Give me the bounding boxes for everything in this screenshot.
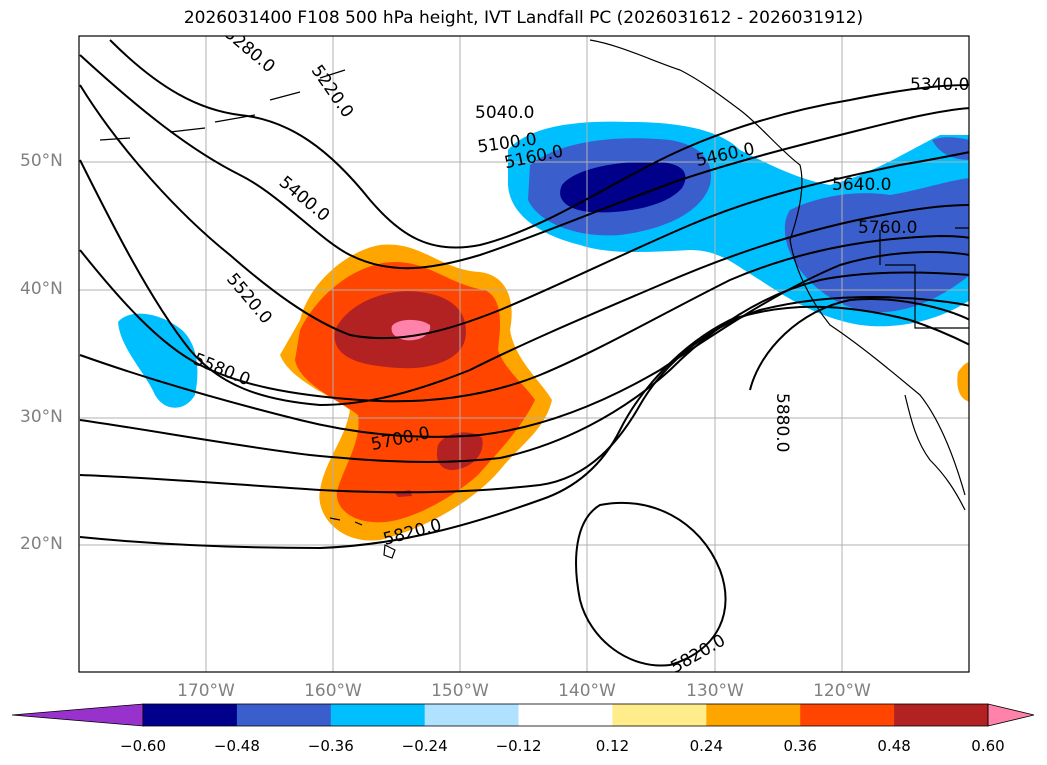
lon-label: 140°W — [558, 681, 616, 701]
height-contours — [79, 39, 969, 667]
colorbar-tick-label: 0.48 — [877, 737, 911, 755]
colorbar-tick-label: −0.24 — [401, 737, 448, 755]
lat-label: 50°N — [20, 151, 63, 171]
colorbar-tick-label: 0.12 — [595, 737, 630, 755]
contour-label: 5880.0 — [772, 393, 792, 452]
lat-label: 30°N — [20, 407, 63, 427]
lon-label: 130°W — [686, 681, 744, 701]
colorbar-segment — [143, 704, 238, 726]
colorbar-segment — [706, 704, 801, 726]
colorbar-tick-label: 0.36 — [783, 737, 817, 755]
colorbar-tick-label: 0.24 — [689, 737, 724, 755]
colorbar-tick-label: −0.60 — [120, 737, 166, 755]
map-border — [78, 35, 970, 673]
lon-label: 160°W — [304, 681, 362, 701]
contour-label: 5760.0 — [858, 218, 917, 238]
colorbar-segment — [894, 704, 989, 726]
colorbar-tick-label: 0.60 — [971, 737, 1005, 755]
colorbar-tick-label: −0.36 — [307, 737, 354, 755]
contour-label: 5340.0 — [910, 75, 969, 95]
colorbar-segment — [330, 704, 426, 726]
lat-label: 40°N — [20, 279, 63, 299]
colorbar-segment — [424, 704, 520, 726]
contour-label: 5040.0 — [475, 103, 534, 123]
lon-label: 150°W — [431, 681, 489, 701]
colorbar-tick-label: −0.12 — [495, 737, 542, 755]
lat-label: 20°N — [20, 534, 63, 554]
chart-title: 2026031400 F108 500 hPa height, IVT Land… — [183, 8, 864, 28]
colorbar-segment — [518, 704, 613, 726]
contour-label: 5640.0 — [832, 175, 891, 195]
lon-label: 170°W — [177, 681, 235, 701]
colorbar — [11, 703, 1035, 727]
colorbar-segment — [236, 704, 332, 726]
colorbar-segment — [800, 704, 895, 726]
colorbar-tick-label: −0.48 — [213, 737, 260, 755]
lon-label: 120°W — [813, 681, 871, 701]
colorbar-extend-low — [11, 703, 144, 727]
colorbar-extend-high — [987, 703, 1035, 727]
graticule — [79, 36, 969, 672]
colorbar-segment — [612, 704, 707, 726]
coastlines — [99, 39, 969, 559]
